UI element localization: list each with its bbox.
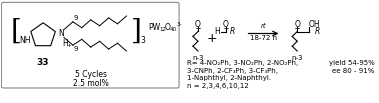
Text: n-3: n-3 xyxy=(192,55,204,61)
Text: PW: PW xyxy=(148,23,160,32)
Text: R: R xyxy=(230,27,235,36)
Text: H: H xyxy=(214,27,220,36)
Text: rt: rt xyxy=(261,23,266,29)
Text: 33: 33 xyxy=(37,58,49,67)
Text: 5 Cycles: 5 Cycles xyxy=(75,70,107,79)
Text: n-3: n-3 xyxy=(291,55,303,61)
Text: ee 80 - 91%: ee 80 - 91% xyxy=(332,68,374,74)
Text: +: + xyxy=(67,43,71,48)
Text: O: O xyxy=(223,20,229,29)
Text: 12: 12 xyxy=(159,27,166,32)
Text: O: O xyxy=(195,20,201,29)
Text: 1-Naphthyl, 2-Naphthyl.: 1-Naphthyl, 2-Naphthyl. xyxy=(187,75,271,81)
Text: 3-: 3- xyxy=(176,22,182,27)
Text: 18-72 h: 18-72 h xyxy=(250,35,277,41)
Text: +: + xyxy=(207,32,217,45)
Text: NH: NH xyxy=(19,36,31,45)
Text: O: O xyxy=(164,23,170,32)
FancyBboxPatch shape xyxy=(2,2,179,88)
Text: N: N xyxy=(58,29,64,38)
Text: n = 2,3,4,6,10,12: n = 2,3,4,6,10,12 xyxy=(187,83,249,89)
Text: R= 4-NO₂Ph, 3-NO₂Ph, 2-NO₂Ph,: R= 4-NO₂Ph, 3-NO₂Ph, 2-NO₂Ph, xyxy=(187,60,298,66)
Text: 9: 9 xyxy=(74,15,78,21)
Text: H: H xyxy=(62,39,68,48)
Text: yield 54-95%: yield 54-95% xyxy=(329,60,374,66)
Text: O: O xyxy=(294,20,300,29)
Text: [: [ xyxy=(10,18,21,45)
Text: 40: 40 xyxy=(170,27,177,32)
Text: 3-CNPh, 2-CF₃Ph, 3-CF₃Ph,: 3-CNPh, 2-CF₃Ph, 3-CF₃Ph, xyxy=(187,68,278,74)
Text: OH: OH xyxy=(309,20,321,29)
Text: 9: 9 xyxy=(74,46,78,52)
Text: 2.5 mol%: 2.5 mol% xyxy=(73,79,109,88)
Text: R: R xyxy=(315,27,320,36)
Text: ]: ] xyxy=(130,18,141,45)
Text: 3: 3 xyxy=(140,36,145,45)
